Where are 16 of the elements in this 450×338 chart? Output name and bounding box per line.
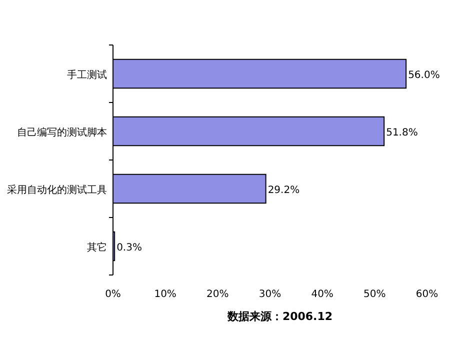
data-label: 29.2% — [268, 184, 300, 196]
x-tick-label: 10% — [154, 289, 176, 300]
y-tick-label: 手工测试 — [67, 68, 107, 81]
x-tick-label: 40% — [311, 289, 334, 300]
y-tick-label: 采用自动化的测试工具 — [7, 184, 107, 196]
data-label: 56.0% — [408, 70, 440, 81]
data-label: 0.3% — [116, 242, 142, 254]
x-tick-label: 20% — [206, 289, 229, 300]
y-tick-label: 其它 — [87, 241, 107, 254]
x-tick-label: 30% — [258, 289, 282, 300]
x-tick-label: 0% — [105, 289, 121, 300]
x-tick-label: 50% — [364, 289, 386, 300]
x-tick-label: 60% — [416, 289, 438, 300]
data-label: 51.8% — [386, 127, 418, 138]
y-tick-label: 自己编写的测试脚本 — [17, 126, 107, 138]
source-note: 数据来源：2006.12 — [226, 310, 333, 323]
